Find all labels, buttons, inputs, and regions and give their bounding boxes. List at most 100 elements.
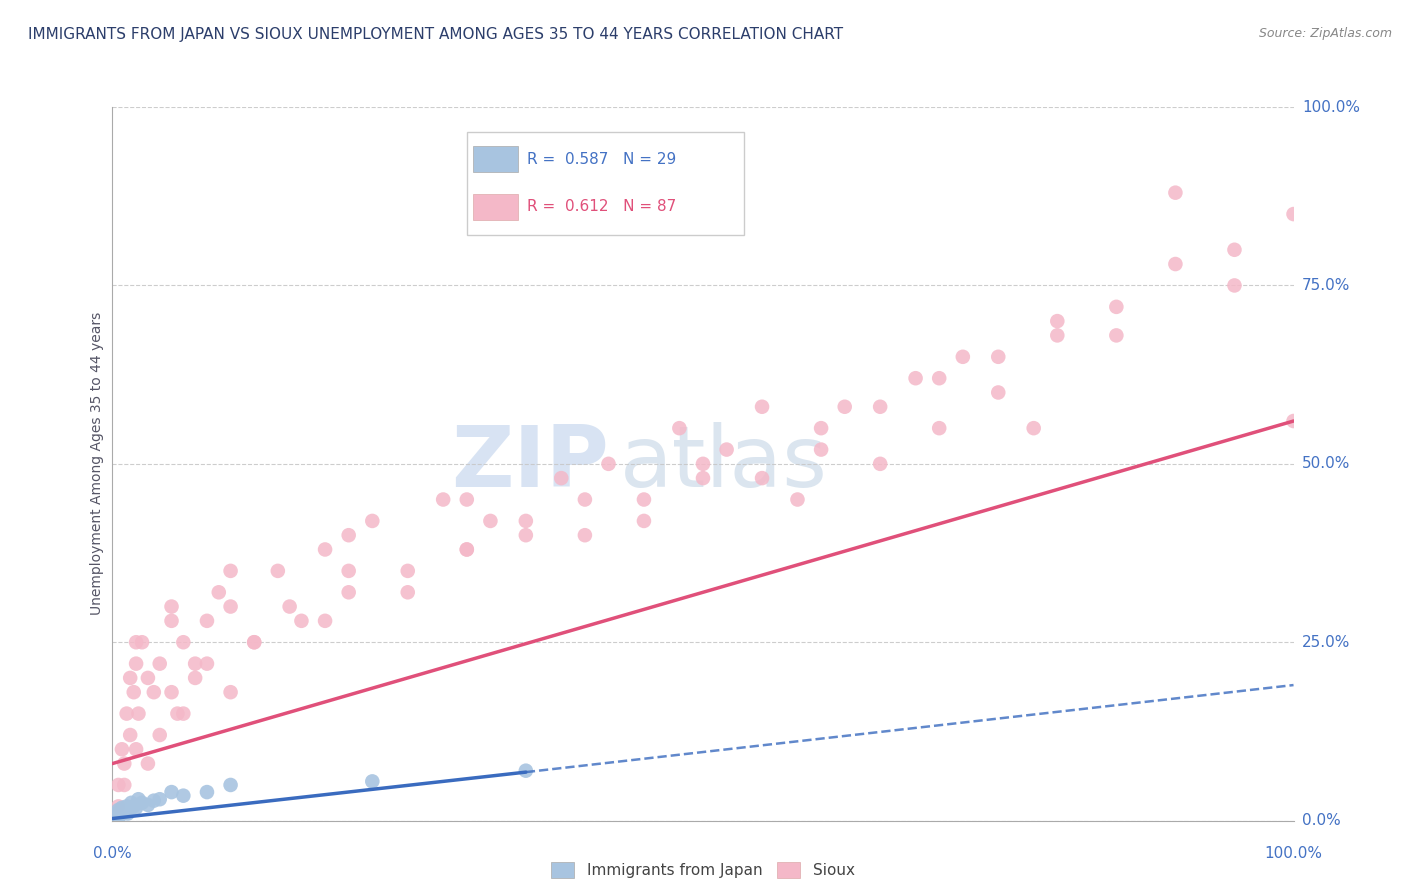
Point (314, 614, 336, 628)
Point (110, 808, 132, 822)
Point (219, 564, 242, 578)
Point (869, 457, 891, 471)
Point (160, 599, 183, 614)
Point (598, 457, 620, 471)
Point (337, 564, 360, 578)
Point (550, 471, 572, 485)
Point (952, 350, 974, 364)
Y-axis label: Unemployment Among Ages 35 to 44 years: Unemployment Among Ages 35 to 44 years (90, 312, 104, 615)
Text: atlas: atlas (620, 422, 828, 506)
Point (1223, 243, 1246, 257)
Point (122, 799, 145, 814)
Point (136, 671, 159, 685)
Point (396, 585, 419, 599)
Point (131, 635, 153, 649)
Point (105, 806, 128, 821)
Point (115, 706, 138, 721)
Point (633, 514, 655, 528)
Point (127, 792, 149, 806)
Point (1022, 421, 1045, 435)
Point (195, 785, 218, 799)
Text: 100.0%: 100.0% (1302, 100, 1360, 114)
Point (432, 492, 454, 507)
Point (243, 635, 266, 649)
Point (107, 799, 129, 814)
Point (125, 635, 148, 649)
Point (142, 794, 165, 808)
Point (692, 471, 714, 485)
Point (987, 385, 1010, 400)
Text: ZIP: ZIP (451, 422, 609, 506)
Point (1223, 278, 1246, 293)
Point (104, 810, 127, 824)
Point (396, 564, 419, 578)
Point (105, 808, 128, 822)
Point (125, 742, 148, 756)
Point (479, 514, 502, 528)
Point (195, 657, 218, 671)
Point (928, 421, 950, 435)
Point (219, 685, 242, 699)
Point (361, 774, 384, 789)
Point (515, 514, 537, 528)
Point (290, 614, 312, 628)
Point (166, 706, 188, 721)
Text: 25.0%: 25.0% (1302, 635, 1350, 649)
Point (267, 564, 290, 578)
Point (122, 685, 145, 699)
Point (574, 492, 596, 507)
Point (107, 778, 129, 792)
Point (112, 778, 135, 792)
Point (111, 742, 134, 756)
Point (160, 785, 183, 799)
Point (136, 756, 159, 771)
Text: 75.0%: 75.0% (1302, 278, 1350, 293)
Point (668, 421, 690, 435)
Text: 50.0%: 50.0% (1302, 457, 1350, 471)
Point (515, 528, 537, 542)
Point (184, 671, 207, 685)
Point (172, 635, 194, 649)
Point (172, 789, 194, 803)
Point (112, 756, 135, 771)
FancyBboxPatch shape (467, 132, 744, 235)
Point (120, 728, 142, 742)
Point (219, 778, 242, 792)
Point (904, 371, 927, 385)
Point (111, 801, 134, 815)
Point (928, 371, 950, 385)
Point (1105, 328, 1128, 343)
Point (160, 685, 183, 699)
Point (117, 806, 139, 821)
Point (219, 599, 242, 614)
Legend: Immigrants from Japan, Sioux: Immigrants from Japan, Sioux (546, 856, 860, 884)
Point (142, 685, 165, 699)
Point (1282, 207, 1305, 221)
Point (243, 635, 266, 649)
Point (337, 528, 360, 542)
Point (361, 514, 384, 528)
Point (107, 810, 129, 824)
Point (716, 442, 738, 457)
Point (172, 706, 194, 721)
Point (751, 400, 773, 414)
Point (149, 792, 172, 806)
Point (103, 812, 125, 826)
Point (834, 400, 856, 414)
Point (184, 657, 207, 671)
Point (136, 797, 159, 812)
Point (149, 657, 172, 671)
Point (278, 599, 301, 614)
Point (107, 803, 129, 817)
Point (456, 542, 478, 557)
Point (127, 706, 149, 721)
Point (456, 492, 478, 507)
Point (1164, 257, 1187, 271)
Text: 0.0%: 0.0% (93, 846, 132, 861)
Point (120, 803, 142, 817)
Point (810, 421, 832, 435)
Point (115, 799, 138, 814)
FancyBboxPatch shape (472, 194, 517, 219)
Point (1046, 328, 1069, 343)
Point (131, 796, 153, 810)
